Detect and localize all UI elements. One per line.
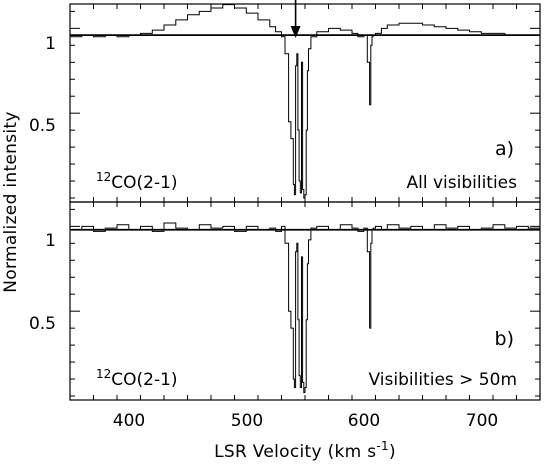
x-axis-title-close: ) bbox=[389, 442, 396, 462]
panel-a-ticks bbox=[69, 4, 541, 202]
panel-a: 1 0.5 a) 12CO(2-1) All visibilities bbox=[29, 0, 541, 203]
x-axis-title-main: LSR Velocity (km s bbox=[214, 442, 376, 462]
xtick-500: 500 bbox=[231, 411, 263, 431]
velocity-arrow-head bbox=[290, 26, 301, 38]
panel-b-spectrum bbox=[70, 222, 541, 394]
panel-b: 1 0.5 b) 12CO(2-1) Visibilities > 50m bbox=[29, 201, 541, 401]
panel-b-molecule: 12CO(2-1) bbox=[96, 367, 178, 390]
panel-b-ticks bbox=[69, 202, 541, 400]
panel-b-annotation: Visibilities > 50m bbox=[369, 370, 517, 390]
panel-b-ytick-0.5: 0.5 bbox=[29, 314, 56, 334]
panel-b-molecule-name: CO(2-1) bbox=[111, 370, 177, 390]
panel-b-molecule-superscript: 12 bbox=[96, 367, 111, 381]
panel-a-molecule-superscript: 12 bbox=[96, 170, 111, 184]
panel-a-annotation: All visibilities bbox=[406, 173, 517, 193]
velocity-arrow-marker bbox=[290, 0, 301, 38]
panel-a-ytick-1: 1 bbox=[45, 34, 56, 54]
x-axis-title-exponent: -1 bbox=[376, 439, 389, 453]
xtick-600: 600 bbox=[348, 411, 380, 431]
panel-a-molecule-name: CO(2-1) bbox=[111, 173, 177, 193]
panel-a-spectrum bbox=[70, 4, 540, 199]
xtick-700: 700 bbox=[466, 411, 498, 431]
xtick-400: 400 bbox=[113, 411, 145, 431]
y-axis-title: Normalized intensity bbox=[1, 111, 21, 293]
panel-b-ytick-1: 1 bbox=[45, 231, 56, 251]
panel-b-label: b) bbox=[495, 328, 514, 350]
panel-a-label: a) bbox=[495, 138, 514, 160]
panel-a-ytick-0.5: 0.5 bbox=[29, 116, 56, 136]
panel-a-molecule: 12CO(2-1) bbox=[96, 170, 178, 193]
x-axis-title: LSR Velocity (km s-1) bbox=[214, 439, 396, 462]
